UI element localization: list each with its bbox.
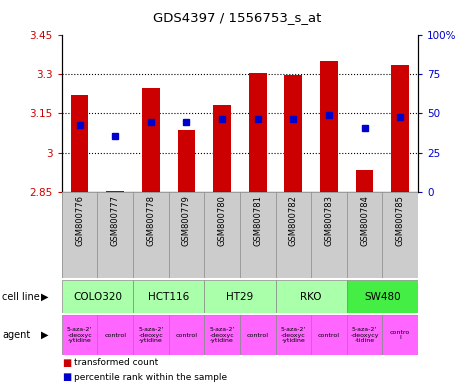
Bar [169, 192, 204, 278]
Text: GSM800781: GSM800781 [253, 195, 262, 246]
Bar [347, 192, 382, 278]
Text: 5-aza-2'
-deoxyc
-ytidine: 5-aza-2' -deoxyc -ytidine [67, 327, 92, 343]
Text: RKO: RKO [300, 291, 322, 302]
Bar [97, 315, 133, 355]
Bar [213, 106, 231, 192]
Text: SW480: SW480 [364, 291, 401, 302]
Bar [106, 191, 124, 192]
Text: ■: ■ [62, 358, 71, 368]
Bar [71, 95, 88, 192]
Bar [133, 315, 169, 355]
Bar [249, 73, 266, 192]
Text: percentile rank within the sample: percentile rank within the sample [74, 372, 227, 382]
Bar [62, 315, 97, 355]
Text: 5-aza-2'
-deoxyc
-ytidine: 5-aza-2' -deoxyc -ytidine [281, 327, 306, 343]
Text: GDS4397 / 1556753_s_at: GDS4397 / 1556753_s_at [153, 12, 322, 25]
Bar [204, 315, 240, 355]
Text: GSM800783: GSM800783 [324, 195, 333, 247]
Bar [320, 61, 338, 192]
Bar [382, 315, 418, 355]
Text: HT29: HT29 [226, 291, 254, 302]
Bar [240, 315, 276, 355]
Text: cell line: cell line [2, 291, 40, 302]
Text: GSM800782: GSM800782 [289, 195, 298, 246]
Text: GSM800779: GSM800779 [182, 195, 191, 246]
Bar [133, 280, 204, 313]
Bar [204, 192, 240, 278]
Text: control: control [175, 333, 198, 338]
Bar [142, 88, 160, 192]
Text: control: control [247, 333, 269, 338]
Text: GSM800780: GSM800780 [218, 195, 227, 246]
Text: GSM800776: GSM800776 [75, 195, 84, 247]
Text: GSM800777: GSM800777 [111, 195, 120, 247]
Text: HCT116: HCT116 [148, 291, 189, 302]
Bar [347, 315, 382, 355]
Text: control: control [104, 333, 126, 338]
Bar [311, 315, 347, 355]
Bar [62, 280, 133, 313]
Text: 5-aza-2'
-deoxyc
-ytidine: 5-aza-2' -deoxyc -ytidine [138, 327, 163, 343]
Bar [285, 75, 302, 192]
Text: control: control [318, 333, 340, 338]
Text: GSM800778: GSM800778 [146, 195, 155, 247]
Bar [276, 315, 311, 355]
Text: GSM800785: GSM800785 [396, 195, 405, 246]
Text: COLO320: COLO320 [73, 291, 122, 302]
Bar [347, 280, 418, 313]
Bar [382, 192, 418, 278]
Bar [169, 315, 204, 355]
Text: 5-aza-2'
-deoxyc
-ytidine: 5-aza-2' -deoxyc -ytidine [209, 327, 235, 343]
Text: ■: ■ [62, 372, 71, 382]
Bar [62, 192, 97, 278]
Bar [240, 192, 276, 278]
Bar [178, 130, 195, 192]
Bar [133, 192, 169, 278]
Text: contro
l: contro l [390, 329, 410, 341]
Text: transformed count: transformed count [74, 358, 158, 367]
Bar [204, 280, 276, 313]
Text: GSM800784: GSM800784 [360, 195, 369, 246]
Text: ▶: ▶ [41, 291, 49, 302]
Text: 5-aza-2'
-deoxycy
-tidine: 5-aza-2' -deoxycy -tidine [350, 327, 379, 343]
Text: ▶: ▶ [41, 330, 49, 340]
Bar [391, 65, 409, 192]
Bar [311, 192, 347, 278]
Bar [276, 192, 311, 278]
Text: agent: agent [2, 330, 30, 340]
Bar [276, 280, 347, 313]
Bar [97, 192, 133, 278]
Bar [356, 170, 373, 192]
